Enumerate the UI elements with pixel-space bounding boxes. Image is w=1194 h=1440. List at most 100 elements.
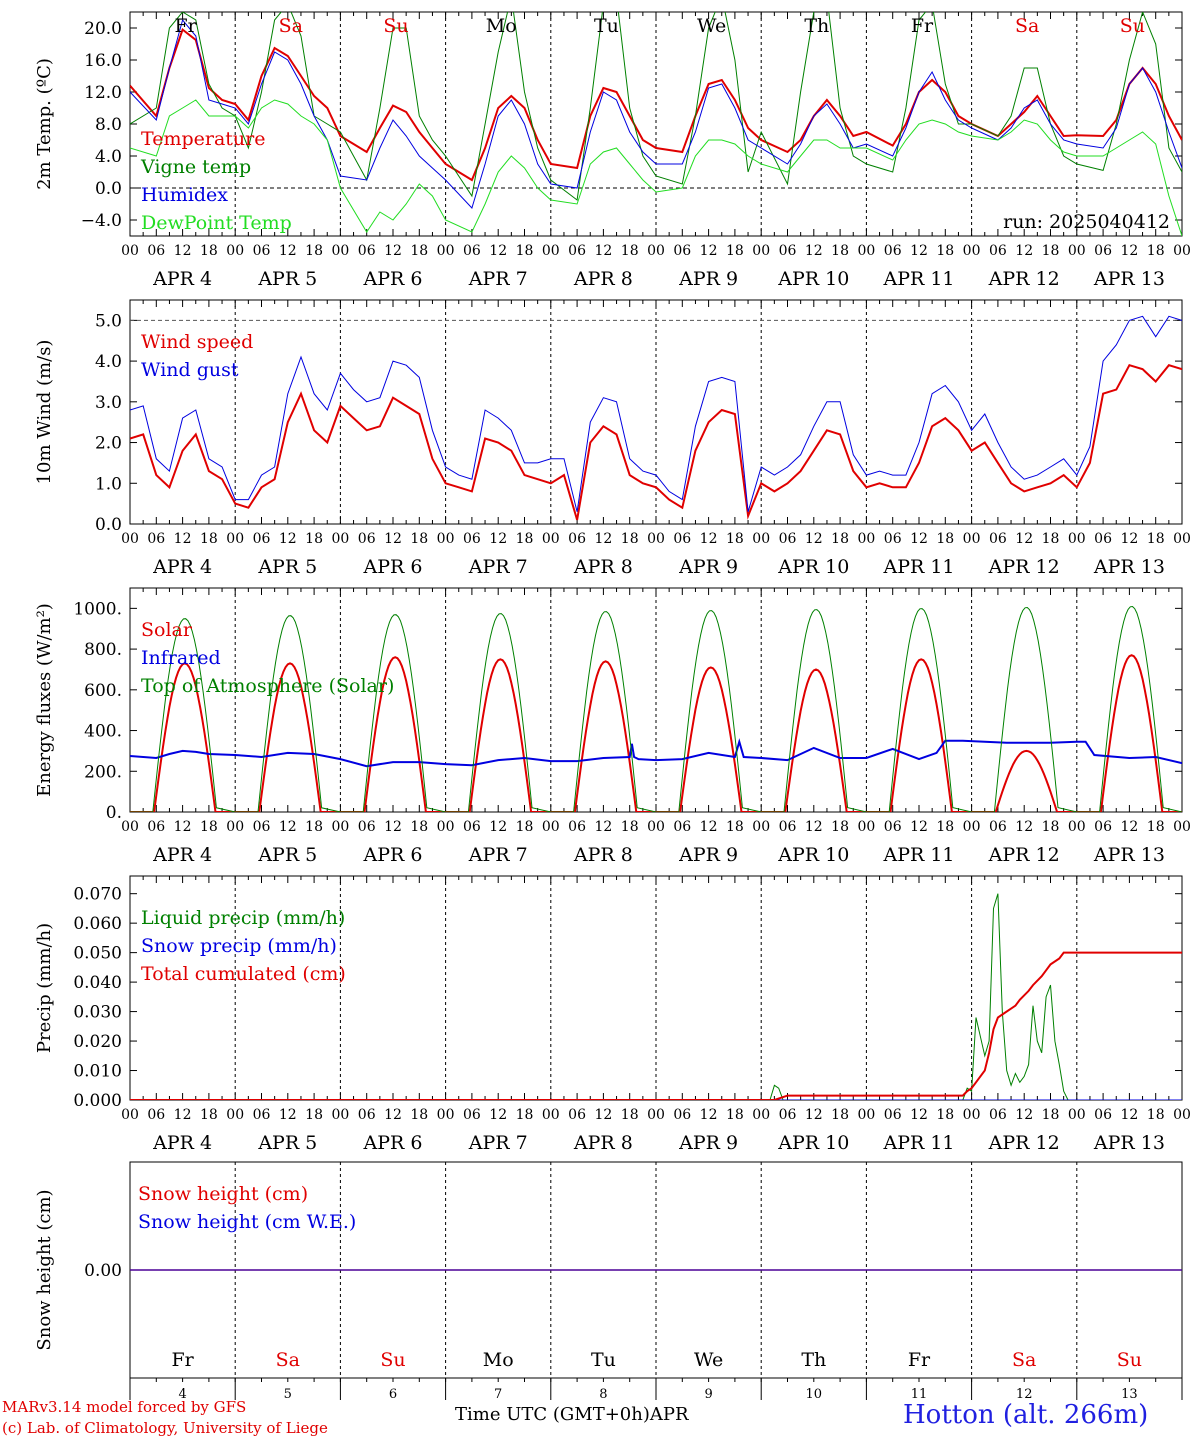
hour-tick-label: 18 [726,819,744,835]
date-label: APR 8 [573,1132,633,1154]
model-credit: MARv3.14 model forced by GFS [2,1398,247,1416]
hour-tick-label: 18 [621,243,639,259]
weekday-label: Mo [486,15,517,37]
hour-tick-label: 12 [279,1107,297,1123]
hour-tick-label: 00 [121,243,139,259]
date-label: APR 5 [257,268,317,290]
date-label: APR 10 [777,1132,849,1154]
series-line [130,12,1182,201]
hour-tick-label: 18 [305,1107,323,1123]
series-line [130,893,1182,1100]
hour-tick-label: 00 [752,531,770,547]
hour-tick-label: 06 [358,531,376,547]
hour-tick-label: 12 [910,531,928,547]
hour-tick-label: 18 [726,531,744,547]
legend-entry: Infrared [141,647,221,669]
y-tick-label: 4.0 [95,147,122,167]
hour-tick-label: 12 [174,1107,192,1123]
hour-tick-label: 12 [1120,1107,1138,1123]
date-label: APR 6 [363,844,423,866]
series-line [130,27,1182,182]
hour-tick-label: 00 [1173,243,1191,259]
hour-tick-label: 00 [1173,1107,1191,1123]
hour-tick-label: 18 [726,243,744,259]
hour-tick-label: 12 [594,1107,612,1123]
hour-tick-label: 18 [200,531,218,547]
hour-tick-label: 00 [752,819,770,835]
hour-tick-label: 12 [279,243,297,259]
hour-tick-label: 06 [884,531,902,547]
hour-tick-label: 12 [805,1107,823,1123]
hour-tick-label: 06 [147,819,165,835]
legend-entry: Top of Atmosphere (Solar) [141,675,394,697]
y-tick-label: 200. [84,762,122,782]
hour-tick-label: 12 [1015,819,1033,835]
hour-tick-label: 06 [779,243,797,259]
hour-tick-label: 06 [253,819,271,835]
y-tick-label: 3.0 [95,393,122,413]
date-label: APR 12 [988,556,1060,578]
lab-credit: (c) Lab. of Climatology, University of L… [2,1419,328,1437]
hour-tick-label: 00 [963,1107,981,1123]
hour-tick-label: 18 [410,1107,428,1123]
day-number-label: 7 [494,1387,502,1402]
date-label: APR 8 [573,844,633,866]
date-label: APR 9 [678,268,738,290]
date-label: APR 11 [882,1132,954,1154]
hour-tick-label: 00 [542,531,560,547]
hour-tick-label: 18 [200,1107,218,1123]
date-label: APR 10 [777,844,849,866]
date-label: APR 6 [363,268,423,290]
hour-tick-label: 06 [568,1107,586,1123]
weekday-label: Su [1117,1349,1142,1371]
hour-tick-label: 06 [989,531,1007,547]
hour-tick-label: 18 [621,1107,639,1123]
hour-tick-label: 18 [831,819,849,835]
y-tick-label: 20.0 [84,19,122,39]
hour-tick-label: 18 [516,1107,534,1123]
hour-tick-label: 00 [857,243,875,259]
hour-tick-label: 12 [1120,531,1138,547]
hour-tick-label: 00 [857,531,875,547]
hour-tick-label: 06 [1094,819,1112,835]
legend-entry: Snow height (cm W.E.) [138,1211,356,1233]
y-tick-label: 0.0 [95,515,122,535]
hour-tick-label: 12 [910,1107,928,1123]
date-label: APR 5 [257,1132,317,1154]
date-label: APR 11 [882,268,954,290]
hour-tick-label: 12 [594,819,612,835]
hour-tick-label: 06 [568,819,586,835]
legend-entry: Snow precip (mm/h) [141,935,337,957]
day-number-label: 8 [599,1387,607,1402]
y-tick-label: 4.0 [95,352,122,372]
hour-tick-label: 18 [936,243,954,259]
hour-tick-label: 18 [726,1107,744,1123]
hour-tick-label: 00 [437,819,455,835]
date-label: APR 12 [988,844,1060,866]
date-label: APR 5 [257,844,317,866]
hour-tick-label: 06 [147,531,165,547]
hour-tick-label: 00 [1068,819,1086,835]
hour-tick-label: 00 [857,1107,875,1123]
hour-tick-label: 00 [542,1107,560,1123]
hour-tick-label: 00 [963,531,981,547]
hour-tick-label: 06 [358,243,376,259]
hour-tick-label: 12 [174,819,192,835]
hour-tick-label: 18 [1147,819,1165,835]
run-label: run: 2025040412 [1003,211,1170,233]
hour-tick-label: 06 [568,243,586,259]
hour-tick-label: 00 [121,531,139,547]
hour-tick-label: 12 [1015,1107,1033,1123]
hour-tick-label: 18 [410,819,428,835]
legend-entry: Wind speed [141,331,253,353]
y-tick-label: 0.0 [95,179,122,199]
hour-tick-label: 06 [253,531,271,547]
hour-tick-label: 18 [831,1107,849,1123]
date-label: APR 13 [1093,556,1165,578]
legend-entry: Temperature [141,128,265,150]
date-label: APR 11 [882,844,954,866]
y-tick-label: 1.0 [95,474,122,494]
y-tick-label: 1000. [73,599,122,619]
date-label: APR 4 [152,1132,212,1154]
